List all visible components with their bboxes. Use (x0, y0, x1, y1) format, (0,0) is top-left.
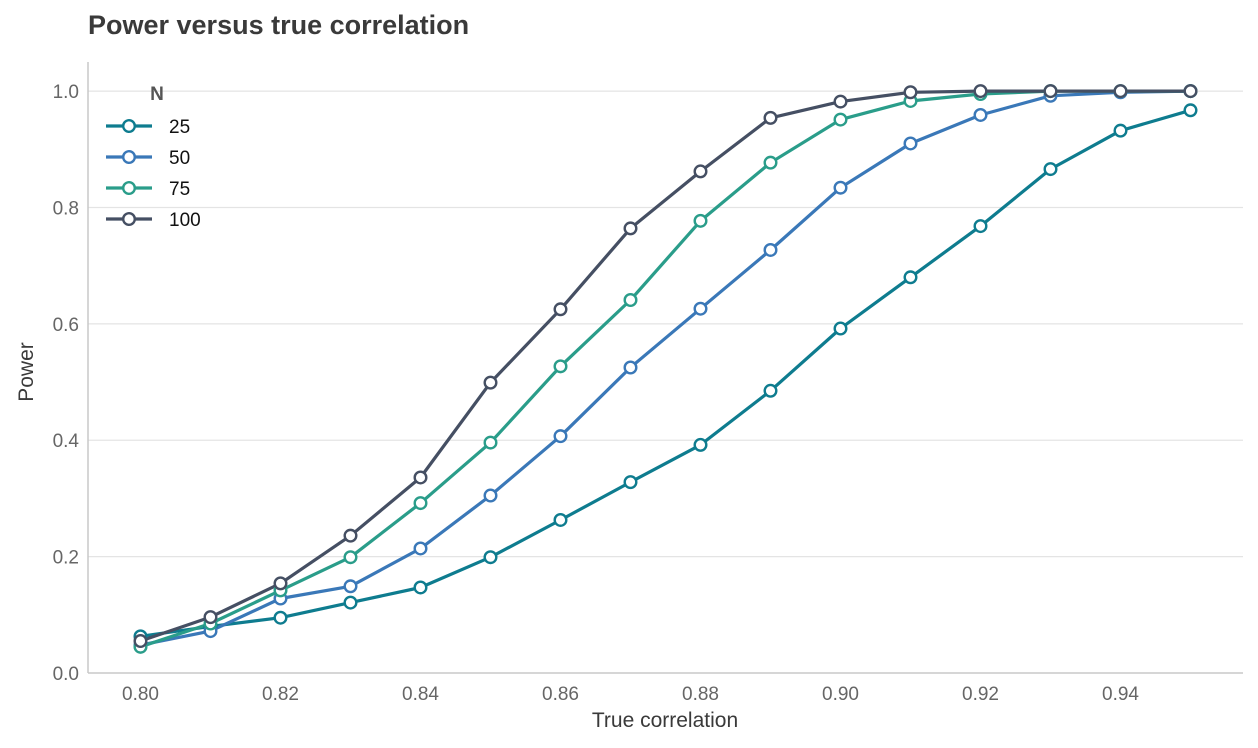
legend-title: N (150, 84, 164, 105)
legend-label-100: 100 (169, 210, 201, 231)
data-point-50 (343, 579, 358, 594)
data-point-100 (1043, 84, 1058, 99)
chart-title: Power versus true correlation (88, 10, 470, 40)
legend-label-75: 75 (169, 179, 190, 200)
data-point-100 (483, 375, 498, 390)
x-tick-label: 0.86 (542, 684, 579, 705)
data-point-50 (413, 541, 428, 556)
data-point-25 (833, 321, 848, 336)
data-point-50 (553, 429, 568, 444)
x-tick-label: 0.90 (822, 684, 859, 705)
y-tick-label: 0.8 (53, 198, 79, 219)
data-point-75 (623, 292, 638, 307)
x-tick-label: 0.88 (682, 684, 719, 705)
data-point-25 (553, 512, 568, 527)
data-point-25 (763, 383, 778, 398)
data-point-25 (623, 475, 638, 490)
series-lines (138, 89, 1193, 649)
series-points (133, 84, 1198, 654)
data-point-75 (553, 359, 568, 374)
data-point-50 (483, 488, 498, 503)
x-tick-label: 0.82 (262, 684, 299, 705)
data-point-25 (1183, 103, 1198, 118)
data-point-50 (763, 242, 778, 257)
data-point-100 (413, 470, 428, 485)
gridlines (88, 90, 1243, 558)
data-point-50 (903, 136, 918, 151)
x-tick-label: 0.84 (402, 684, 439, 705)
legend-marker-50 (121, 149, 136, 164)
x-tick-label: 0.92 (962, 684, 999, 705)
data-point-25 (483, 550, 498, 565)
y-tick-label: 1.0 (53, 82, 79, 103)
legend-label-50: 50 (169, 148, 190, 169)
y-tick-label: 0.2 (53, 548, 79, 569)
data-point-75 (693, 213, 708, 228)
x-tick-label: 0.94 (1102, 684, 1139, 705)
data-point-75 (483, 435, 498, 450)
data-point-50 (623, 360, 638, 375)
data-point-100 (763, 110, 778, 125)
data-point-100 (623, 221, 638, 236)
legend: N25 50 75 100 (106, 84, 201, 231)
y-axis-title: Power (15, 342, 38, 402)
y-tick-label: 0.4 (53, 431, 80, 452)
series-line-100 (138, 89, 1193, 643)
data-point-25 (1043, 162, 1058, 177)
data-point-100 (133, 633, 148, 648)
data-point-50 (973, 107, 988, 122)
data-point-25 (1113, 123, 1128, 138)
legend-marker-100 (121, 211, 136, 226)
data-point-100 (343, 528, 358, 543)
data-point-100 (553, 302, 568, 317)
data-point-100 (203, 610, 218, 625)
legend-marker-75 (121, 180, 136, 195)
data-point-75 (343, 550, 358, 565)
data-point-25 (693, 437, 708, 452)
data-point-25 (413, 580, 428, 595)
data-point-75 (763, 155, 778, 170)
series-line-50 (138, 89, 1193, 647)
x-axis-title: True correlation (592, 709, 738, 732)
data-point-50 (693, 301, 708, 316)
y-tick-label: 0.0 (53, 664, 79, 685)
data-point-100 (973, 84, 988, 99)
data-point-25 (343, 595, 358, 610)
data-point-50 (833, 180, 848, 195)
data-point-100 (273, 576, 288, 591)
data-point-100 (1183, 84, 1198, 99)
data-point-75 (413, 496, 428, 511)
legend-label-25: 25 (169, 117, 190, 138)
y-tick-label: 0.6 (53, 315, 79, 336)
series-line-25 (138, 108, 1193, 638)
data-point-100 (833, 94, 848, 109)
series-line-75 (138, 89, 1193, 649)
axes (87, 62, 1243, 674)
x-tick-label: 0.80 (122, 684, 159, 705)
legend-marker-25 (121, 118, 136, 133)
data-point-100 (1113, 84, 1128, 99)
data-point-100 (903, 85, 918, 100)
data-point-25 (973, 219, 988, 234)
tick-labels: 0.0 0.2 0.4 0.6 0.8 1.0 0.80 0.82 0.84 0.86 0.88 0.… (53, 82, 1140, 705)
data-point-25 (273, 610, 288, 625)
data-point-100 (693, 164, 708, 179)
data-point-75 (833, 112, 848, 127)
data-point-25 (903, 270, 918, 285)
